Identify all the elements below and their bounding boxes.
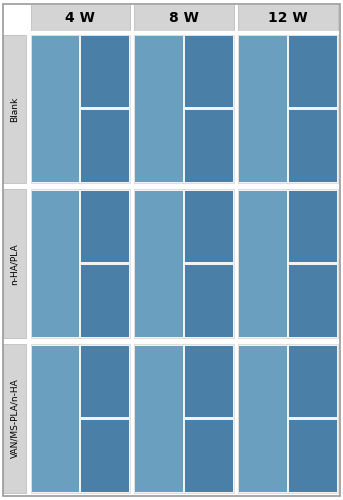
Bar [31, 344, 130, 493]
Text: n-HA/PLA: n-HA/PLA [10, 243, 19, 284]
Bar [289, 420, 337, 492]
Bar [31, 4, 130, 32]
Bar [134, 190, 234, 338]
Bar [134, 344, 234, 493]
Bar [82, 191, 129, 262]
Bar [82, 346, 129, 417]
Bar [135, 191, 184, 336]
Bar [185, 110, 233, 182]
Text: VAN/MS-PLA/n-HA: VAN/MS-PLA/n-HA [10, 378, 19, 458]
Bar [185, 191, 233, 262]
Bar [238, 190, 338, 338]
Bar [239, 346, 287, 492]
Bar [3, 190, 26, 338]
Bar [289, 265, 337, 336]
Bar [239, 36, 287, 182]
Bar [32, 346, 79, 492]
Bar [82, 420, 129, 492]
Bar [32, 36, 79, 182]
Text: 8 W: 8 W [169, 11, 199, 25]
Bar [238, 34, 338, 184]
Text: Blank: Blank [10, 96, 19, 122]
Bar [185, 36, 233, 108]
Bar [185, 265, 233, 336]
Bar [31, 34, 130, 184]
Bar [31, 190, 130, 338]
Bar [185, 420, 233, 492]
Bar [32, 191, 79, 336]
Text: 12 W: 12 W [269, 11, 308, 25]
Bar [82, 265, 129, 336]
Bar [289, 110, 337, 182]
Bar [238, 344, 338, 493]
Bar [239, 191, 287, 336]
Text: 4 W: 4 W [66, 11, 95, 25]
Bar [289, 191, 337, 262]
Bar [82, 36, 129, 108]
Bar [289, 346, 337, 417]
Bar [3, 344, 26, 493]
Bar [134, 4, 234, 32]
Bar [135, 36, 184, 182]
Bar [289, 36, 337, 108]
Bar [82, 110, 129, 182]
Bar [135, 346, 184, 492]
Bar [134, 34, 234, 184]
Bar [3, 34, 26, 184]
Bar [185, 346, 233, 417]
Bar [238, 4, 338, 32]
